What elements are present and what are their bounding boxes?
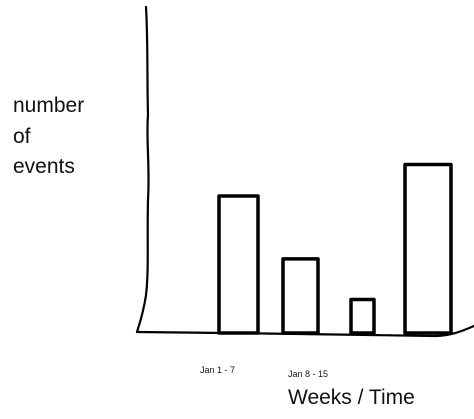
x-axis-title: Weeks / Time	[288, 386, 415, 409]
bar-2	[281, 257, 320, 335]
x-tick-label-1: Jan 1 - 7	[200, 365, 235, 375]
y-axis-title: number of events	[13, 94, 84, 178]
y-axis-line	[135, 5, 150, 334]
bars-group	[217, 162, 453, 335]
x-axis-line	[135, 324, 474, 338]
y-axis-title-line-3: events	[13, 155, 75, 178]
x-tick-label-2: Jan 8 - 15	[288, 369, 328, 379]
y-axis-title-line-2: of	[13, 125, 31, 148]
bar-4	[403, 162, 453, 335]
bar-3	[349, 297, 376, 335]
bar-1	[217, 194, 260, 335]
y-axis-title-line-1: number	[13, 94, 84, 117]
